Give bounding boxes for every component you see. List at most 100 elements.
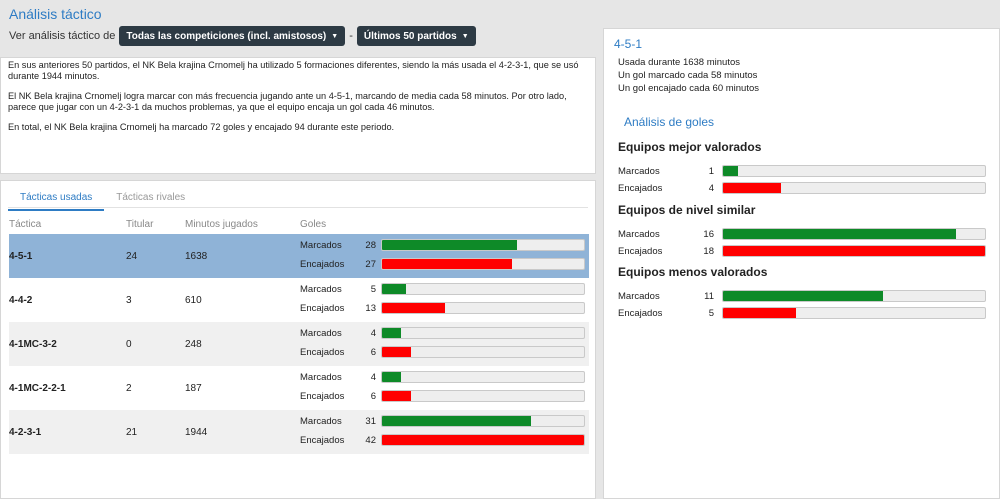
competition-value: Todas las competiciones (incl. amistosos… — [126, 30, 327, 42]
group-scored-bar — [722, 165, 986, 177]
column-header-starter: Titular — [126, 219, 154, 230]
goals-conceded-bar-fill — [382, 347, 411, 357]
goals-scored-bar-fill — [382, 372, 402, 382]
goals-conceded-value: 6 — [370, 390, 376, 402]
goals-conceded-bar-fill — [382, 391, 411, 401]
group-conceded-label: Encajados — [618, 182, 663, 194]
goals-conceded-bar — [381, 302, 585, 314]
tab-rival-tactics[interactable]: Tácticas rivales — [116, 192, 186, 203]
filter-separator: - — [349, 30, 353, 42]
group-scored-line: Marcados 11 — [618, 290, 986, 302]
table-row[interactable]: 4-1MC-3-2 0 248 Marcados 4 Encajados 6 — [9, 322, 589, 366]
group-scored-value: 11 — [704, 290, 714, 302]
goals-scored-value: 4 — [370, 327, 376, 339]
starter-count: 0 — [126, 338, 132, 350]
goals-scored-label: Marcados — [300, 327, 342, 339]
tactic-name: 4-1MC-3-2 — [9, 338, 57, 350]
group-conceded-bar — [722, 245, 986, 257]
goals-conceded-bar — [381, 434, 585, 446]
goals-conceded-value: 27 — [365, 258, 376, 270]
summary-paragraph: El NK Bela krajina Crnomelj logra marcar… — [8, 91, 567, 112]
tactic-detail-panel: 4-5-1 Usada durante 1638 minutos Un gol … — [603, 28, 1000, 499]
page-title: Análisis táctico — [9, 6, 102, 22]
minutes-played: 187 — [185, 382, 202, 394]
starter-count: 3 — [126, 294, 132, 306]
group-conceded-bar-fill — [723, 183, 782, 193]
goals-scored-bar — [381, 415, 585, 427]
goals-conceded-line: Encajados 27 — [300, 258, 585, 270]
goals-conceded-line: Encajados 13 — [300, 302, 585, 314]
goals-conceded-bar-fill — [382, 435, 584, 445]
table-header: Táctica Titular Minutos jugados Goles — [9, 219, 589, 233]
detail-line: Usada durante 1638 minutos — [618, 57, 740, 68]
group-conceded-line: Encajados 5 — [618, 307, 986, 319]
summary-paragraph: En sus anteriores 50 partidos, el NK Bel… — [8, 60, 579, 81]
range-value: Últimos 50 partidos — [363, 30, 457, 42]
goals-conceded-label: Encajados — [300, 302, 345, 314]
goals-conceded-line: Encajados 42 — [300, 434, 585, 446]
group-scored-value: 16 — [703, 228, 714, 240]
summary-panel: En sus anteriores 50 partidos, el NK Bel… — [0, 57, 596, 174]
group-conceded-bar — [722, 182, 986, 194]
column-header-goals: Goles — [300, 219, 327, 230]
chevron-down-icon: ▼ — [461, 32, 469, 40]
detail-line: Un gol encajado cada 60 minutos — [618, 83, 760, 94]
table-row[interactable]: 4-5-1 24 1638 Marcados 28 Encajados 27 — [9, 234, 589, 278]
goals-scored-bar-fill — [382, 240, 517, 250]
group-conceded-bar-fill — [723, 246, 985, 256]
group-title: Equipos de nivel similar — [618, 203, 756, 217]
goals-scored-line: Marcados 5 — [300, 283, 585, 295]
goals-scored-value: 4 — [370, 371, 376, 383]
group-title: Equipos mejor valorados — [618, 140, 762, 154]
goals-conceded-bar — [381, 346, 585, 358]
starter-count: 2 — [126, 382, 132, 394]
goals-conceded-bar-fill — [382, 303, 445, 313]
group-scored-line: Marcados 16 — [618, 228, 986, 240]
goals-scored-label: Marcados — [300, 239, 342, 251]
goals-conceded-bar — [381, 390, 585, 402]
goals-scored-bar — [381, 371, 585, 383]
group-scored-value: 1 — [708, 165, 714, 177]
goals-scored-line: Marcados 28 — [300, 239, 585, 251]
tactic-name: 4-2-3-1 — [9, 426, 42, 438]
group-conceded-line: Encajados 4 — [618, 182, 986, 194]
tactic-name: 4-5-1 — [9, 250, 33, 262]
goals-scored-label: Marcados — [300, 283, 342, 295]
goals-conceded-label: Encajados — [300, 258, 345, 270]
goal-analysis-title: Análisis de goles — [624, 115, 715, 129]
tab-bar: Tácticas usadas Tácticas rivales — [8, 189, 197, 211]
group-title: Equipos menos valorados — [618, 265, 768, 279]
group-scored-line: Marcados 1 — [618, 165, 986, 177]
goals-conceded-value: 6 — [370, 346, 376, 358]
table-row[interactable]: 4-1MC-2-2-1 2 187 Marcados 4 Encajados 6 — [9, 366, 589, 410]
column-header-minutes: Minutos jugados — [185, 219, 258, 230]
group-scored-label: Marcados — [618, 228, 660, 240]
group-scored-bar-fill — [723, 166, 738, 176]
goals-conceded-label: Encajados — [300, 390, 345, 402]
tactic-name: 4-1MC-2-2-1 — [9, 382, 66, 394]
goals-conceded-value: 42 — [365, 434, 376, 446]
summary-paragraph: En total, el NK Bela krajina Crnomelj ha… — [8, 122, 395, 132]
chevron-down-icon: ▼ — [331, 32, 339, 40]
group-conceded-label: Encajados — [618, 307, 663, 319]
goals-scored-line: Marcados 4 — [300, 371, 585, 383]
starter-count: 21 — [126, 426, 138, 438]
starter-count: 24 — [126, 250, 138, 262]
minutes-played: 610 — [185, 294, 202, 306]
goals-conceded-line: Encajados 6 — [300, 346, 585, 358]
competition-dropdown[interactable]: Todas las competiciones (incl. amistosos… — [119, 26, 346, 46]
group-conceded-bar — [722, 307, 986, 319]
goals-conceded-label: Encajados — [300, 434, 345, 446]
range-dropdown[interactable]: Últimos 50 partidos ▼ — [356, 26, 476, 46]
goals-scored-bar-fill — [382, 328, 402, 338]
tab-used-tactics[interactable]: Tácticas usadas — [8, 189, 105, 211]
table-row[interactable]: 4-4-2 3 610 Marcados 5 Encajados 13 — [9, 278, 589, 322]
goals-scored-bar — [381, 327, 585, 339]
group-scored-label: Marcados — [618, 165, 660, 177]
group-scored-bar — [722, 228, 986, 240]
goals-scored-bar — [381, 283, 585, 295]
group-scored-bar-fill — [723, 291, 884, 301]
goals-scored-bar-fill — [382, 416, 532, 426]
table-row[interactable]: 4-2-3-1 21 1944 Marcados 31 Encajados 42 — [9, 410, 589, 454]
tactic-name: 4-4-2 — [9, 294, 33, 306]
